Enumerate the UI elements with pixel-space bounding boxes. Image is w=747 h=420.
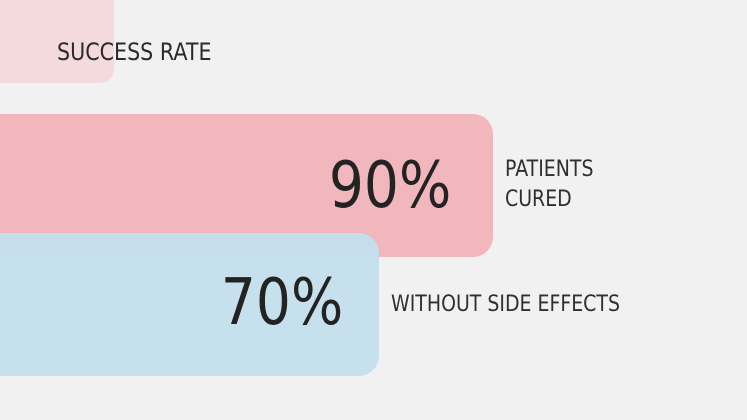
bar-value-label-without-side-effects: 70% xyxy=(220,266,343,340)
bar-category-label-patients-cured: PATIENTS CURED xyxy=(505,155,593,215)
bar-category-label-line: PATIENTS xyxy=(505,156,594,182)
bar-value-label-patients-cured: 90% xyxy=(328,149,451,223)
bar-without-side-effects xyxy=(0,233,379,376)
decorative-block xyxy=(0,0,114,83)
bar-category-label-line: CURED xyxy=(505,186,572,212)
bar-category-label-without-side-effects: WITHOUT SIDE EFFECTS xyxy=(391,290,620,320)
chart-title: SUCCESS RATE xyxy=(57,38,212,66)
bar-category-label-line: WITHOUT SIDE EFFECTS xyxy=(391,291,620,317)
